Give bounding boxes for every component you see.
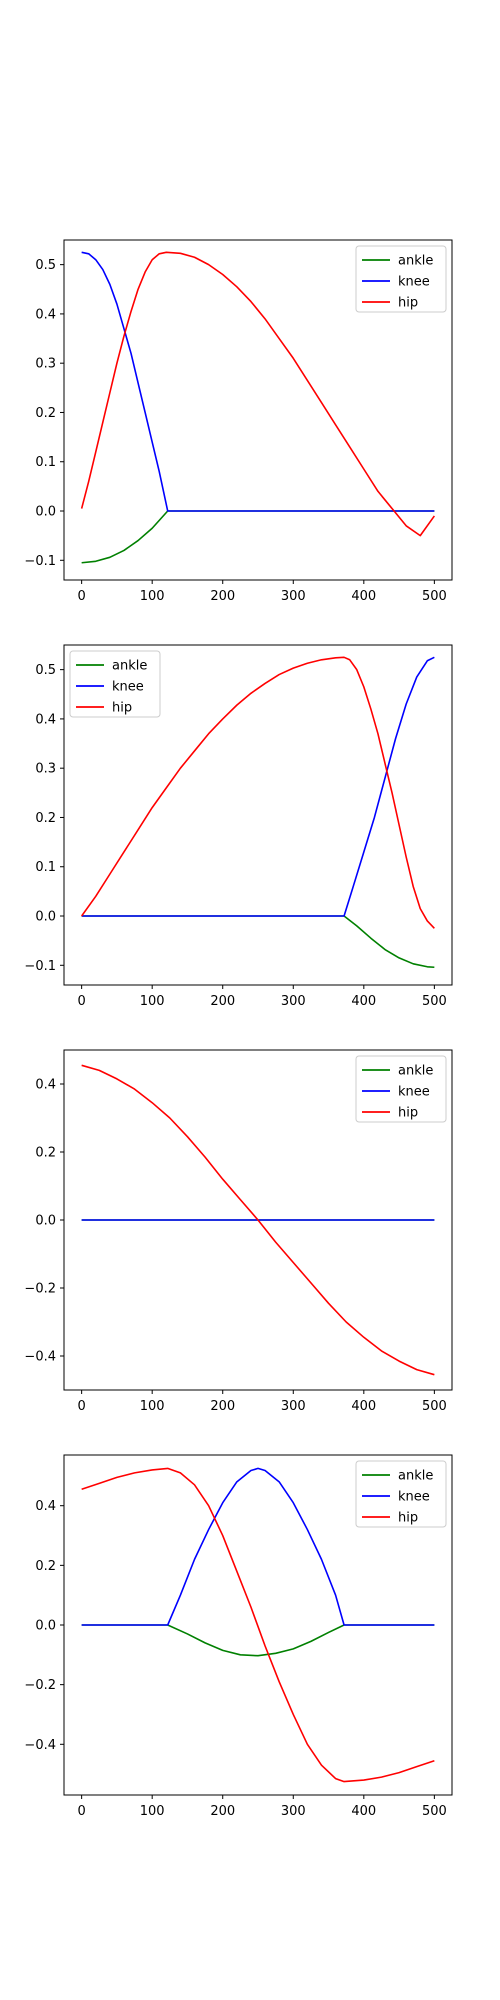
series-lines (81, 1467, 435, 1783)
legend-label-ankle: ankle (398, 254, 433, 269)
series-line-knee (81, 1467, 435, 1626)
x-tick-label: 300 (281, 1804, 306, 1819)
chart-panel-4: 0 100 200 300 400 500 −0.4 −0.2 0.0 0.2 0.4 ankle kn… (24, 1454, 453, 1819)
legend: ankle knee hip (355, 1055, 447, 1123)
y-tick-label: −0.2 (24, 1282, 56, 1297)
chart-panels: 0 100 200 300 400 500 −0.1 0.0 0.1 0.2 0.3 0.4 0.5 an… (24, 239, 453, 1819)
x-tick-label: 300 (281, 1399, 306, 1414)
y-tick-label: 0.3 (35, 357, 56, 372)
x-tick-label: 100 (140, 1804, 165, 1819)
y-tick-label: 0.3 (35, 762, 56, 777)
x-tick-label: 200 (210, 1804, 235, 1819)
legend: ankle knee hip (69, 650, 161, 718)
legend-label-hip: hip (398, 1511, 418, 1526)
legend-label-knee: knee (398, 275, 430, 290)
x-tick-label: 200 (210, 994, 235, 1009)
legend-label-hip: hip (398, 1106, 418, 1121)
legend-box (355, 245, 447, 313)
x-tick-label: 0 (77, 589, 85, 604)
x-tick-label: 200 (210, 589, 235, 604)
series-lines (80, 251, 436, 564)
y-tick-label: 0.1 (35, 455, 56, 470)
x-tick-label: 100 (140, 589, 165, 604)
y-tick-label: −0.1 (24, 959, 56, 974)
legend-label-knee: knee (398, 1490, 430, 1505)
legend-label-knee: knee (398, 1085, 430, 1100)
x-tick-label: 300 (281, 994, 306, 1009)
series-line-hip (80, 251, 436, 537)
legend-label-hip: hip (398, 296, 418, 311)
chart-panel-3: 0 100 200 300 400 500 −0.4 −0.2 0.0 0.2 0.4 ankle kn… (24, 1049, 453, 1414)
x-tick-label: 500 (422, 994, 447, 1009)
legend-box (355, 1055, 447, 1123)
y-tick-label: 0.4 (35, 307, 56, 322)
legend-label-ankle: ankle (398, 1469, 433, 1484)
y-tick-label: 0.1 (35, 860, 56, 875)
y-tick-label: 0.2 (35, 1146, 56, 1161)
y-tick-label: −0.4 (24, 1738, 56, 1753)
series-lines (81, 1064, 435, 1376)
y-tick-label: 0.0 (35, 1214, 56, 1229)
y-tick-label: 0.4 (35, 712, 56, 727)
legend-label-ankle: ankle (398, 1064, 433, 1079)
series-lines (80, 656, 435, 969)
x-tick-label: 500 (422, 1399, 447, 1414)
axes-frame (63, 239, 453, 581)
y-tick-label: 0.2 (35, 406, 56, 421)
y-tick-label: −0.1 (24, 554, 56, 569)
series-line-knee (81, 251, 435, 512)
y-tick-label: 0.2 (35, 1559, 56, 1574)
chart-panel-1: 0 100 200 300 400 500 −0.1 0.0 0.1 0.2 0.3 0.4 0.5 an… (24, 239, 453, 604)
y-tick-label: 0.5 (35, 663, 56, 678)
x-tick-label: 400 (351, 589, 376, 604)
legend-box (355, 1460, 447, 1528)
y-tick-label: 0.4 (35, 1078, 56, 1093)
x-tick-label: 400 (351, 994, 376, 1009)
series-line-hip (81, 1467, 435, 1783)
legend-box (69, 650, 161, 718)
y-tick-label: 0.0 (35, 1619, 56, 1634)
y-tick-label: 0.5 (35, 258, 56, 273)
x-tick-label: 0 (77, 994, 85, 1009)
legend: ankle knee hip (355, 245, 447, 313)
x-tick-label: 500 (422, 1804, 447, 1819)
x-tick-label: 100 (140, 1399, 165, 1414)
x-tick-label: 400 (351, 1399, 376, 1414)
y-tick-label: −0.2 (24, 1678, 56, 1693)
chart-panel-2: 0 100 200 300 400 500 −0.1 0.0 0.1 0.2 0.3 0.4 0.5 an… (24, 644, 453, 1009)
x-tick-label: 0 (77, 1399, 85, 1414)
series-line-knee (81, 656, 435, 917)
x-tick-label: 400 (351, 1804, 376, 1819)
series-line-hip (81, 1064, 435, 1376)
y-tick-label: 0.4 (35, 1499, 56, 1514)
y-tick-label: 0.2 (35, 811, 56, 826)
y-tick-label: −0.4 (24, 1350, 56, 1365)
y-tick-label: 0.0 (35, 505, 56, 520)
x-tick-label: 0 (77, 1804, 85, 1819)
legend-label-knee: knee (112, 680, 144, 695)
x-tick-label: 500 (422, 589, 447, 604)
legend-label-hip: hip (112, 701, 132, 716)
x-tick-label: 100 (140, 994, 165, 1009)
series-line-ankle (81, 1624, 435, 1657)
series-line-hip (80, 656, 435, 929)
x-tick-label: 300 (281, 589, 306, 604)
x-tick-label: 200 (210, 1399, 235, 1414)
legend-label-ankle: ankle (112, 659, 147, 674)
y-tick-label: 0.0 (35, 910, 56, 925)
axes-frame (63, 644, 453, 986)
legend: ankle knee hip (355, 1460, 447, 1528)
